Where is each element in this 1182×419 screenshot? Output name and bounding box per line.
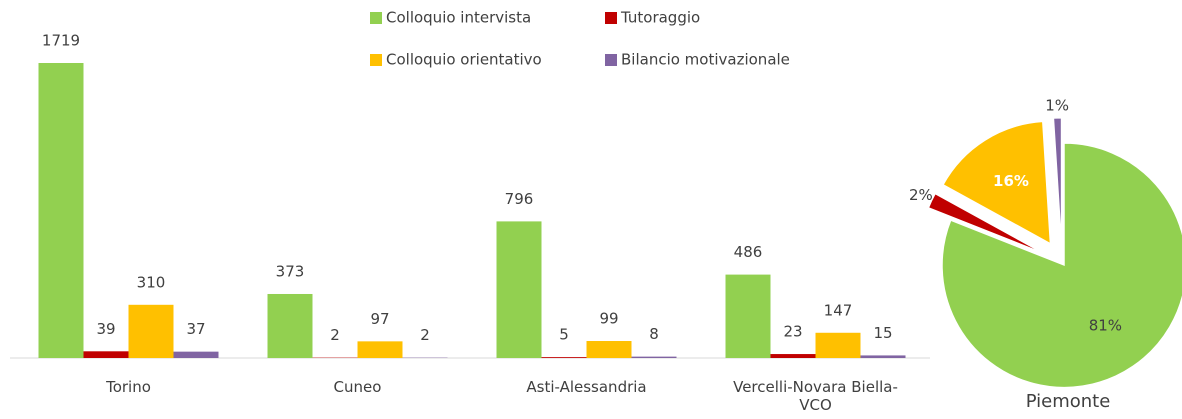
data-label: 37	[186, 320, 205, 338]
legend-swatch	[605, 12, 617, 24]
data-label: 373	[276, 262, 305, 280]
bar	[496, 221, 542, 358]
pie-label: 81%	[1089, 316, 1122, 334]
data-label: 486	[734, 243, 763, 261]
bar	[83, 351, 129, 358]
x-tick-label: Torino	[106, 378, 151, 396]
pie-slice	[1053, 117, 1062, 241]
data-label: 97	[370, 310, 389, 328]
legend-swatch	[370, 54, 382, 66]
pie-label: 16%	[993, 172, 1029, 190]
bar	[631, 356, 677, 358]
legend-swatch	[605, 54, 617, 66]
data-label: 39	[96, 320, 115, 338]
x-tick-label: Cuneo	[333, 378, 382, 396]
legend-label: Colloquio orientativo	[386, 51, 542, 69]
data-label: 5	[559, 326, 569, 344]
data-label: 2	[420, 326, 430, 344]
data-label: 1719	[42, 32, 80, 50]
bar	[357, 341, 403, 358]
data-label: 99	[599, 310, 618, 328]
pie-label: 1%	[1045, 97, 1069, 115]
legend-label: Colloquio intervista	[386, 9, 531, 27]
bar	[586, 341, 632, 358]
data-label: 23	[783, 323, 802, 341]
legend-swatch	[370, 12, 382, 24]
x-tick-label: Vercelli-Novara Biella-VCO	[733, 378, 898, 414]
bar	[267, 293, 313, 358]
bar	[860, 355, 906, 358]
bar	[770, 354, 816, 358]
data-label: 310	[137, 273, 166, 291]
legend-label: Tutoraggio	[620, 9, 700, 27]
pie-slice	[941, 142, 1182, 388]
bar	[815, 332, 861, 358]
pie-label: 2%	[909, 186, 933, 204]
bar	[128, 304, 174, 358]
data-label: 8	[649, 325, 659, 343]
x-tick-label: Asti-Alessandria	[526, 378, 647, 396]
bar	[173, 351, 219, 358]
bar	[725, 274, 771, 358]
pie-slice	[942, 121, 1051, 245]
bar	[541, 357, 587, 358]
pie-title: Piemonte	[1026, 391, 1111, 412]
data-label: 15	[873, 324, 892, 342]
data-label: 2	[330, 326, 340, 344]
bar	[38, 63, 84, 358]
data-label: 796	[505, 190, 534, 208]
legend-label: Bilancio motivazionale	[621, 51, 790, 69]
data-label: 147	[824, 301, 853, 319]
pie-slice	[928, 193, 1043, 254]
